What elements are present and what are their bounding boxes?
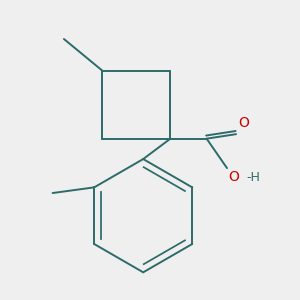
Text: O: O bbox=[228, 170, 239, 184]
Text: O: O bbox=[238, 116, 249, 130]
Text: -H: -H bbox=[247, 171, 260, 184]
